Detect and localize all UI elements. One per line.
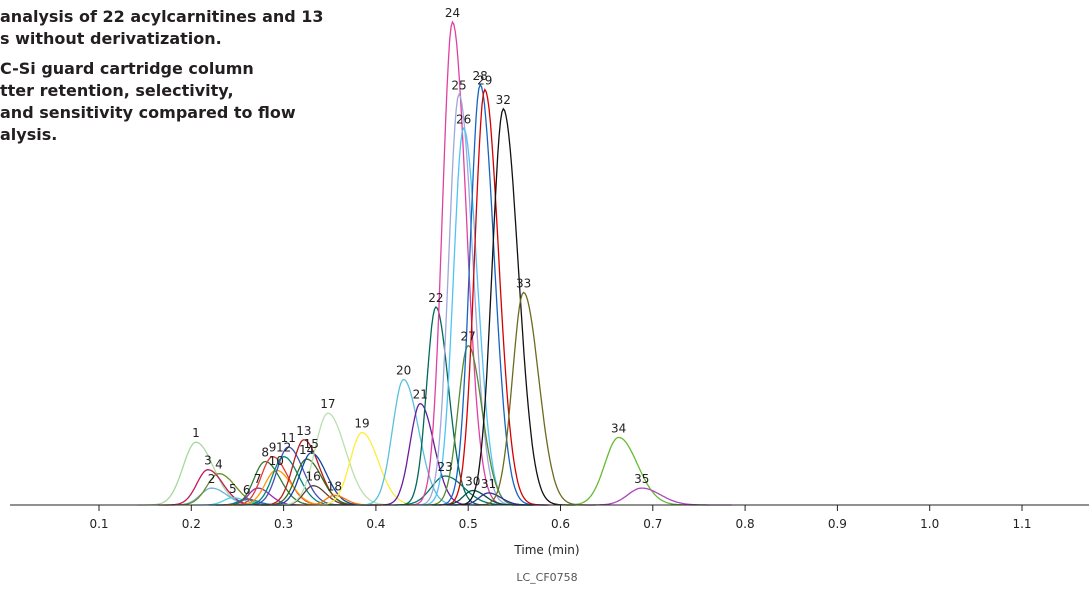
peak-trace-29 — [439, 88, 550, 506]
peak-label-19: 19 — [354, 417, 369, 431]
peak-label-35: 35 — [634, 472, 649, 486]
peak-label-20: 20 — [396, 363, 411, 377]
peak-label-2: 2 — [208, 472, 216, 486]
peak-trace-33 — [473, 291, 596, 506]
peak-label-18: 18 — [327, 479, 342, 493]
peak-traces — [137, 20, 732, 506]
peak-label-9: 9 — [269, 441, 277, 455]
x-axis-title: Time (min) — [513, 543, 579, 557]
caption-line: analysis of 22 acylcarnitines and 13 — [0, 7, 324, 26]
peak-label-12: 12 — [276, 441, 291, 455]
peak-label-22: 22 — [428, 291, 443, 305]
caption-text: analysis of 22 acylcarnitines and 13 s w… — [0, 6, 360, 146]
peak-label-28: 28 — [473, 69, 488, 83]
x-axis-ticks: 0.1 0.2 0.3 0.4 0.5 0.6 0.7 0.8 0.9 1.0 1.1 — [89, 505, 1032, 531]
peak-label-32: 32 — [496, 93, 511, 107]
peak-label-24: 24 — [445, 6, 460, 20]
x-tick-label: 0.3 — [274, 517, 293, 531]
caption-line: alysis. — [0, 125, 58, 144]
peak-label-15: 15 — [304, 437, 319, 451]
peak-label-14: 14 — [299, 443, 314, 457]
peak-trace-25 — [413, 92, 524, 506]
peak-label-25: 25 — [451, 78, 466, 92]
peak-label-6: 6 — [243, 483, 251, 497]
x-tick-label: 0.7 — [643, 517, 662, 531]
caption-line: s without derivatization. — [0, 29, 222, 48]
peak-label-29: 29 — [477, 74, 492, 88]
peak-label-11: 11 — [281, 431, 296, 445]
x-tick-label: 0.9 — [828, 517, 847, 531]
peak-trace-32 — [453, 107, 576, 506]
caption-line: tter retention, selectivity, — [0, 81, 234, 100]
x-tick-label: 1.0 — [920, 517, 939, 531]
peak-label-33: 33 — [516, 276, 531, 290]
x-tick-label: 1.1 — [1012, 517, 1031, 531]
x-tick-label: 0.6 — [551, 517, 570, 531]
peak-label-30: 30 — [465, 475, 480, 489]
peak-label-26: 26 — [456, 112, 471, 126]
peak-label-5: 5 — [229, 482, 237, 496]
figure-code: LC_CF0758 — [516, 571, 577, 584]
x-tick-label: 0.2 — [182, 517, 201, 531]
peak-label-13: 13 — [296, 424, 311, 438]
peak-label-8: 8 — [261, 446, 269, 460]
peak-trace-28 — [434, 83, 546, 506]
caption-line: and sensitivity compared to flow — [0, 103, 296, 122]
peak-label-16: 16 — [305, 470, 320, 484]
caption-line: C-Si guard cartridge column — [0, 59, 254, 78]
x-tick-label: 0.8 — [736, 517, 755, 531]
peak-label-10: 10 — [269, 454, 284, 468]
peak-label-23: 23 — [437, 460, 452, 474]
peak-label-4: 4 — [215, 458, 223, 472]
x-tick-label: 0.5 — [459, 517, 478, 531]
peak-trace-19 — [308, 431, 440, 506]
peak-labels: 123 45 678 91011121314151617181920212223242… — [192, 6, 649, 497]
peak-label-27: 27 — [461, 330, 476, 344]
x-tick-label: 0.4 — [366, 517, 385, 531]
peak-label-3: 3 — [204, 454, 212, 468]
peak-label-31: 31 — [481, 477, 496, 491]
peak-label-21: 21 — [413, 388, 428, 402]
x-tick-label: 0.1 — [89, 517, 108, 531]
peak-label-7: 7 — [254, 472, 262, 486]
peak-label-34: 34 — [611, 421, 626, 435]
peak-trace-34 — [556, 436, 709, 506]
peak-label-17: 17 — [320, 397, 335, 411]
peak-label-1: 1 — [192, 426, 200, 440]
peak-trace-35 — [579, 487, 732, 506]
